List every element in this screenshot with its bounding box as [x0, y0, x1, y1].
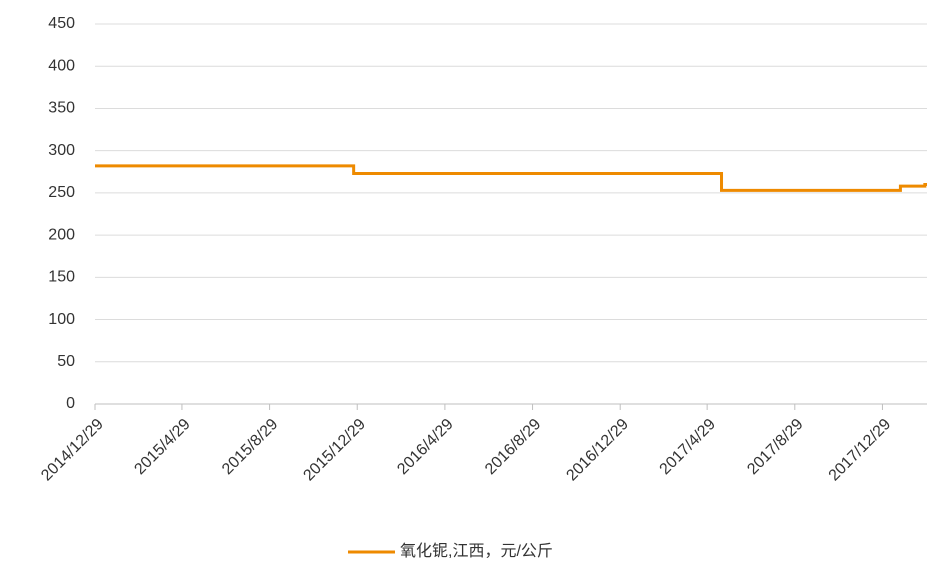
line-series — [95, 164, 927, 192]
y-tick-label: 200 — [48, 226, 75, 243]
y-tick-label: 0 — [66, 395, 75, 412]
x-tick-label: 2016/8/29 — [482, 416, 544, 478]
x-tick-label: 2015/12/29 — [300, 416, 369, 485]
y-tick-label: 350 — [48, 100, 75, 117]
y-tick-label: 150 — [48, 269, 75, 286]
y-tick-label: 250 — [48, 184, 75, 201]
x-tick-label: 2017/4/29 — [657, 416, 719, 478]
y-tick-label: 400 — [48, 57, 75, 74]
x-tick-label: 2016/4/29 — [394, 416, 456, 478]
y-tick-label: 100 — [48, 311, 75, 328]
x-tick-label: 2017/8/29 — [744, 416, 806, 478]
x-tick-label: 2014/12/29 — [38, 416, 107, 485]
y-tick-label: 50 — [57, 353, 75, 370]
x-tick-label: 2015/8/29 — [219, 416, 281, 478]
x-tick-label: 2017/12/29 — [826, 416, 895, 485]
x-tick-label: 2015/4/29 — [131, 416, 193, 478]
x-tick-label: 2016/12/29 — [563, 416, 632, 485]
y-tick-label: 450 — [48, 15, 75, 32]
y-tick-label: 300 — [48, 142, 75, 159]
legend-label: 氧化铌,江西，元/公斤 — [400, 542, 553, 560]
